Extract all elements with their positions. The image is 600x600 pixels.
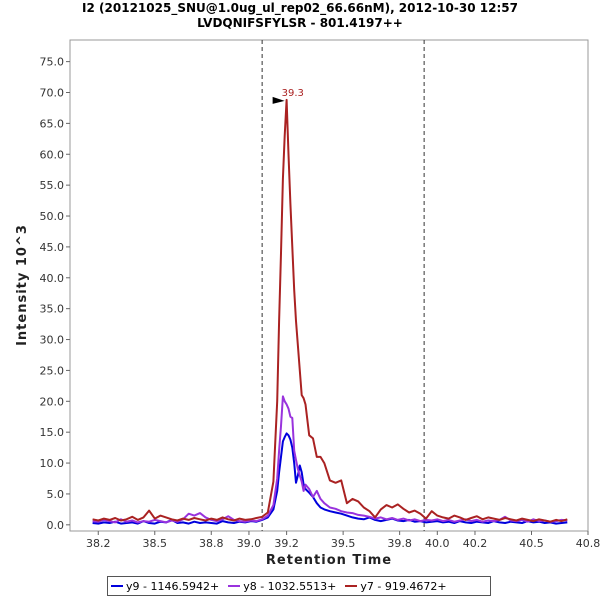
y-tick-label: 60.0 bbox=[40, 148, 65, 161]
legend-swatch bbox=[345, 585, 358, 587]
series-line bbox=[92, 98, 568, 523]
y-tick-label: 35.0 bbox=[40, 303, 65, 316]
y-tick-label: 70.0 bbox=[40, 86, 65, 99]
y-tick-label: 40.0 bbox=[40, 272, 65, 285]
legend-swatch bbox=[228, 585, 241, 587]
series-line bbox=[92, 432, 568, 525]
y-tick-label: 50.0 bbox=[40, 210, 65, 223]
y-tick-label: 75.0 bbox=[40, 56, 65, 69]
x-axis-label: Retention Time bbox=[266, 553, 392, 568]
peak-annotation: 39.3 bbox=[272, 88, 304, 104]
x-tick-label: 40.5 bbox=[519, 537, 544, 550]
legend-item: y8 - 1032.5513+ bbox=[228, 580, 336, 593]
chart-subtitle: LVDQNIFSFYLSR - 801.4197++ bbox=[197, 16, 403, 30]
x-tick-label: 40.2 bbox=[463, 537, 488, 550]
y-tick-label: 10.0 bbox=[40, 457, 65, 470]
peak-label: 39.3 bbox=[282, 88, 304, 99]
y-tick-label: 30.0 bbox=[40, 334, 65, 347]
integration-boundaries bbox=[261, 40, 425, 531]
chart-title: I2 (20121025_SNU@1.0ug_ul_rep02_66.66nM)… bbox=[82, 1, 518, 15]
plot-area bbox=[69, 39, 589, 532]
x-axis: 38.2 38.5 38.8 39.0 39.2 39.5 39.8 40.0 40.2 40.5… bbox=[86, 531, 600, 550]
legend-swatch bbox=[111, 585, 123, 587]
x-tick-label: 39.5 bbox=[331, 537, 356, 550]
y-tick-label: 0.0 bbox=[47, 519, 65, 532]
y-tick-label: 45.0 bbox=[40, 241, 65, 254]
x-tick-label: 38.5 bbox=[143, 537, 168, 550]
x-tick-label: 39.0 bbox=[237, 537, 262, 550]
legend-label: y9 - 1146.5942+ bbox=[126, 579, 220, 593]
legend-label: y7 - 919.4672+ bbox=[360, 579, 447, 593]
y-tick-label: 65.0 bbox=[40, 117, 65, 130]
x-tick-label: 39.2 bbox=[274, 537, 299, 550]
legend: y9 - 1146.5942+ y8 - 1032.5513+ y7 - 919.4… bbox=[107, 576, 491, 596]
y-tick-label: 15.0 bbox=[40, 426, 65, 439]
x-tick-label: 38.2 bbox=[86, 537, 111, 550]
chromatogram-chart: 0.0 5.0 10.0 15.0 20.0 25.0 30.0 35.0 40.0 45.0 50… bbox=[15, 39, 600, 568]
x-tick-label: 39.8 bbox=[387, 537, 412, 550]
x-tick-label: 38.8 bbox=[199, 537, 224, 550]
peak-marker-icon bbox=[272, 96, 285, 104]
y-axis-label: Intensity 10^3 bbox=[15, 224, 30, 346]
series-lines bbox=[92, 98, 568, 525]
y-tick-label: 5.0 bbox=[47, 488, 65, 501]
y-axis: 0.0 5.0 10.0 15.0 20.0 25.0 30.0 35.0 40.0 45.0 50… bbox=[40, 56, 70, 532]
x-tick-label: 40.0 bbox=[425, 537, 450, 550]
legend-item: y9 - 1146.5942+ bbox=[111, 580, 219, 593]
y-tick-label: 55.0 bbox=[40, 179, 65, 192]
x-tick-label: 40.8 bbox=[576, 537, 600, 550]
y-tick-label: 25.0 bbox=[40, 364, 65, 377]
legend-item: y7 - 919.4672+ bbox=[345, 579, 447, 593]
legend-label: y8 - 1032.5513+ bbox=[243, 579, 337, 593]
y-tick-label: 20.0 bbox=[40, 395, 65, 408]
